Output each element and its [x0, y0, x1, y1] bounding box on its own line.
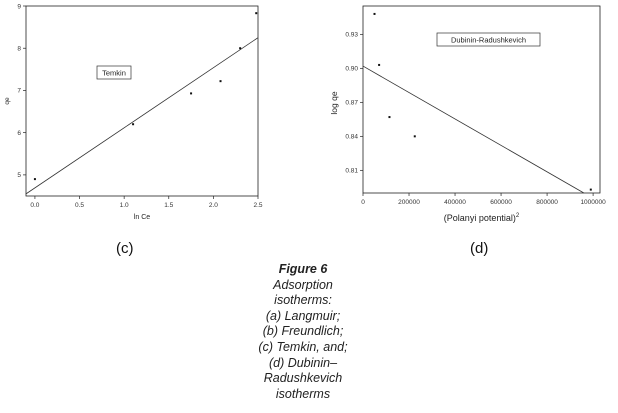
y-tick-label: 0.87	[345, 100, 358, 107]
y-tick-label: 0.90	[345, 66, 358, 73]
x-axis-label: ln Ce	[134, 214, 150, 221]
data-point	[33, 178, 36, 181]
annotation-box	[436, 32, 541, 47]
x-tick-label: 0	[361, 199, 365, 206]
annotation-label: Temkin	[102, 68, 126, 77]
regression-line	[362, 65, 585, 194]
data-point	[255, 12, 258, 15]
x-tick-label: 0.5	[75, 202, 84, 209]
caption-line: Adsorption	[273, 277, 333, 292]
data-point	[239, 47, 242, 50]
y-axis-label: qe	[4, 97, 11, 105]
annotation-box	[96, 65, 132, 80]
data-point	[388, 116, 391, 119]
plot-frame	[25, 5, 259, 197]
caption-line: (b) Freundlich;	[262, 324, 344, 339]
x-tick-label: 200000	[398, 199, 420, 206]
y-tick-label: 9	[17, 3, 21, 10]
caption-line: (a) Langmuir;	[265, 308, 341, 323]
caption-line: isotherms	[275, 386, 331, 401]
data-point	[190, 92, 193, 95]
plot-frame	[362, 5, 601, 194]
y-tick-label: 0.93	[345, 32, 358, 39]
data-point	[589, 188, 592, 191]
x-tick-label: 400000	[444, 199, 466, 206]
figure-caption: Figure 6 Adsorption isotherms: (a) Langm…	[200, 262, 406, 402]
y-tick-label: 8	[17, 46, 21, 53]
x-tick-label: 0.0	[30, 202, 39, 209]
caption-line: Radushkevich	[263, 371, 343, 386]
annotation-label: Dubinin-Radushkevich	[451, 35, 526, 44]
y-tick-label: 0.81	[345, 168, 358, 175]
caption-line: (d) Dubinin–	[268, 355, 338, 370]
data-point	[132, 123, 135, 126]
x-axis-label-superscript: 2	[516, 213, 520, 219]
data-point	[373, 12, 376, 15]
panel-label-d: (d)	[470, 240, 489, 257]
x-tick-label: 800000	[536, 199, 558, 206]
data-point	[219, 80, 222, 83]
x-tick-label: 2.5	[253, 202, 262, 209]
x-tick-label: 1.0	[120, 202, 129, 209]
regression-line	[25, 37, 259, 195]
caption-line: isotherms:	[274, 293, 332, 308]
y-axis-label: log qe	[329, 91, 339, 114]
y-tick-label: 7	[17, 88, 21, 95]
x-tick-label: 600000	[490, 199, 512, 206]
y-tick-label: 5	[17, 172, 21, 179]
x-tick-label: 1.5	[164, 202, 173, 209]
x-tick-label: 1000000	[580, 199, 606, 206]
data-point	[413, 135, 416, 138]
caption-line: (c) Temkin, and;	[258, 339, 348, 354]
x-tick-label: 2.0	[209, 202, 218, 209]
data-point	[378, 63, 381, 66]
y-tick-label: 0.84	[345, 134, 358, 141]
panel-label-c: (c)	[116, 240, 134, 257]
x-axis-label: (Polanyi potential)2	[444, 213, 520, 223]
caption-title: Figure 6	[278, 262, 328, 276]
y-tick-label: 6	[17, 130, 21, 137]
